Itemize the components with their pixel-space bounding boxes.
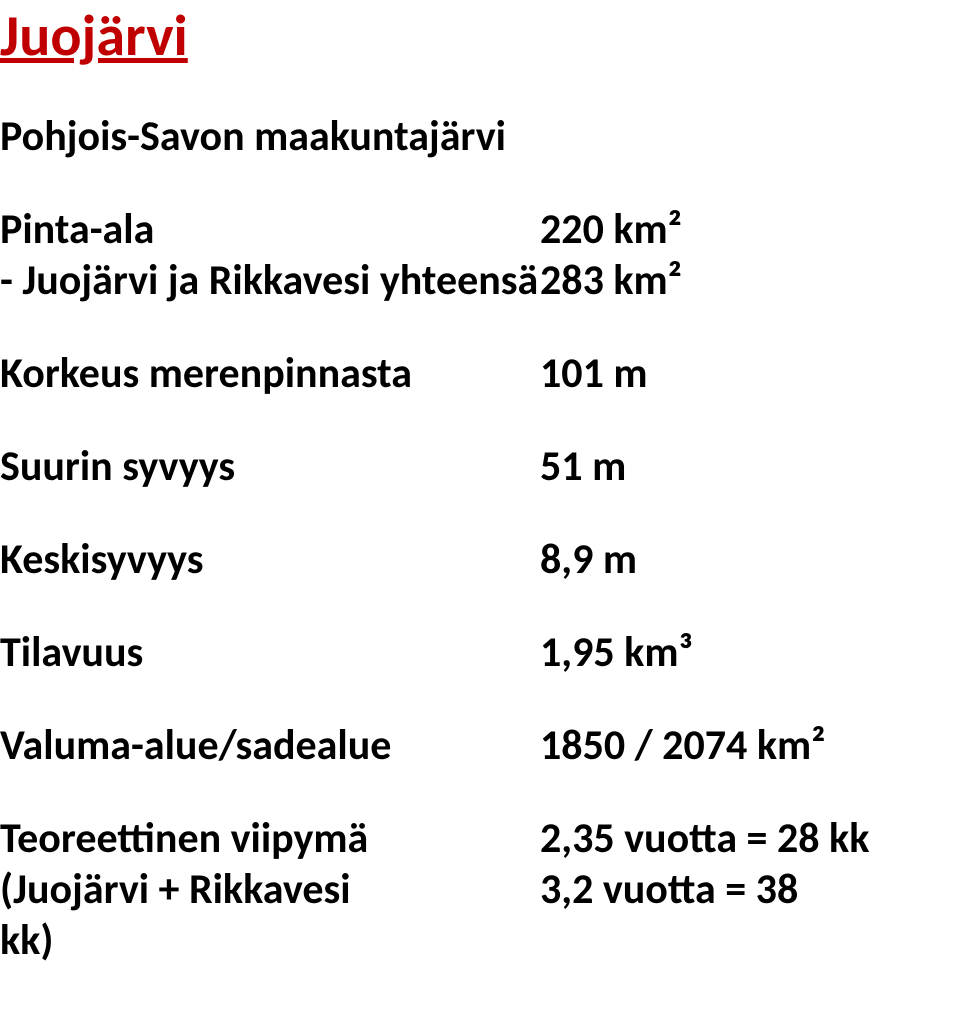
row-korkeus: Korkeus merenpinnasta 101 m	[0, 348, 930, 399]
value-viipyma-2: 3,2 vuotta = 38	[540, 864, 930, 915]
value-viipyma: 2,35 vuotta = 28 kk	[540, 813, 930, 864]
row-keskisyvyys: Keskisyvyys 8,9 m	[0, 534, 930, 585]
value-pinta-ala: 220 km²	[540, 204, 930, 255]
label-suurin-syvyys: Suurin syvyys	[0, 441, 540, 492]
value-valuma-alue: 1850 / 2074 km²	[540, 720, 930, 771]
page-title: Juojärvi	[0, 0, 930, 71]
label-yhteensa: - Juojärvi ja Rikkavesi yhteensä	[0, 255, 540, 306]
value-suurin-syvyys: 51 m	[540, 441, 930, 492]
label-valuma-alue: Valuma-alue/sadealue	[0, 720, 540, 771]
value-keskisyvyys: 8,9 m	[540, 534, 930, 585]
row-suurin-syvyys: Suurin syvyys 51 m	[0, 441, 930, 492]
row-tilavuus: Tilavuus 1,95 km³	[0, 627, 930, 678]
row-pinta-ala: Pinta-ala 220 km²	[0, 204, 930, 255]
label-viipyma: Teoreettinen viipymä	[0, 813, 540, 864]
page-subtitle: Pohjois-Savon maakuntajärvi	[0, 111, 930, 162]
label-pinta-ala: Pinta-ala	[0, 204, 540, 255]
label-viipyma-3: kk)	[0, 915, 540, 966]
label-korkeus: Korkeus merenpinnasta	[0, 348, 540, 399]
row-viipyma: Teoreettinen viipymä 2,35 vuotta = 28 kk	[0, 813, 930, 864]
label-keskisyvyys: Keskisyvyys	[0, 534, 540, 585]
row-valuma-alue: Valuma-alue/sadealue 1850 / 2074 km²	[0, 720, 930, 771]
value-tilavuus: 1,95 km³	[540, 627, 930, 678]
label-viipyma-2: (Juojärvi + Rikkavesi	[0, 864, 540, 915]
value-korkeus: 101 m	[540, 348, 930, 399]
row-viipyma-2: (Juojärvi + Rikkavesi 3,2 vuotta = 38	[0, 864, 930, 915]
label-tilavuus: Tilavuus	[0, 627, 540, 678]
document-page: Juojärvi Pohjois-Savon maakuntajärvi Pin…	[0, 0, 960, 996]
value-viipyma-3	[540, 915, 930, 966]
row-viipyma-3: kk)	[0, 915, 930, 966]
row-yhteensa: - Juojärvi ja Rikkavesi yhteensä 283 km²	[0, 255, 930, 306]
value-yhteensa: 283 km²	[540, 255, 930, 306]
